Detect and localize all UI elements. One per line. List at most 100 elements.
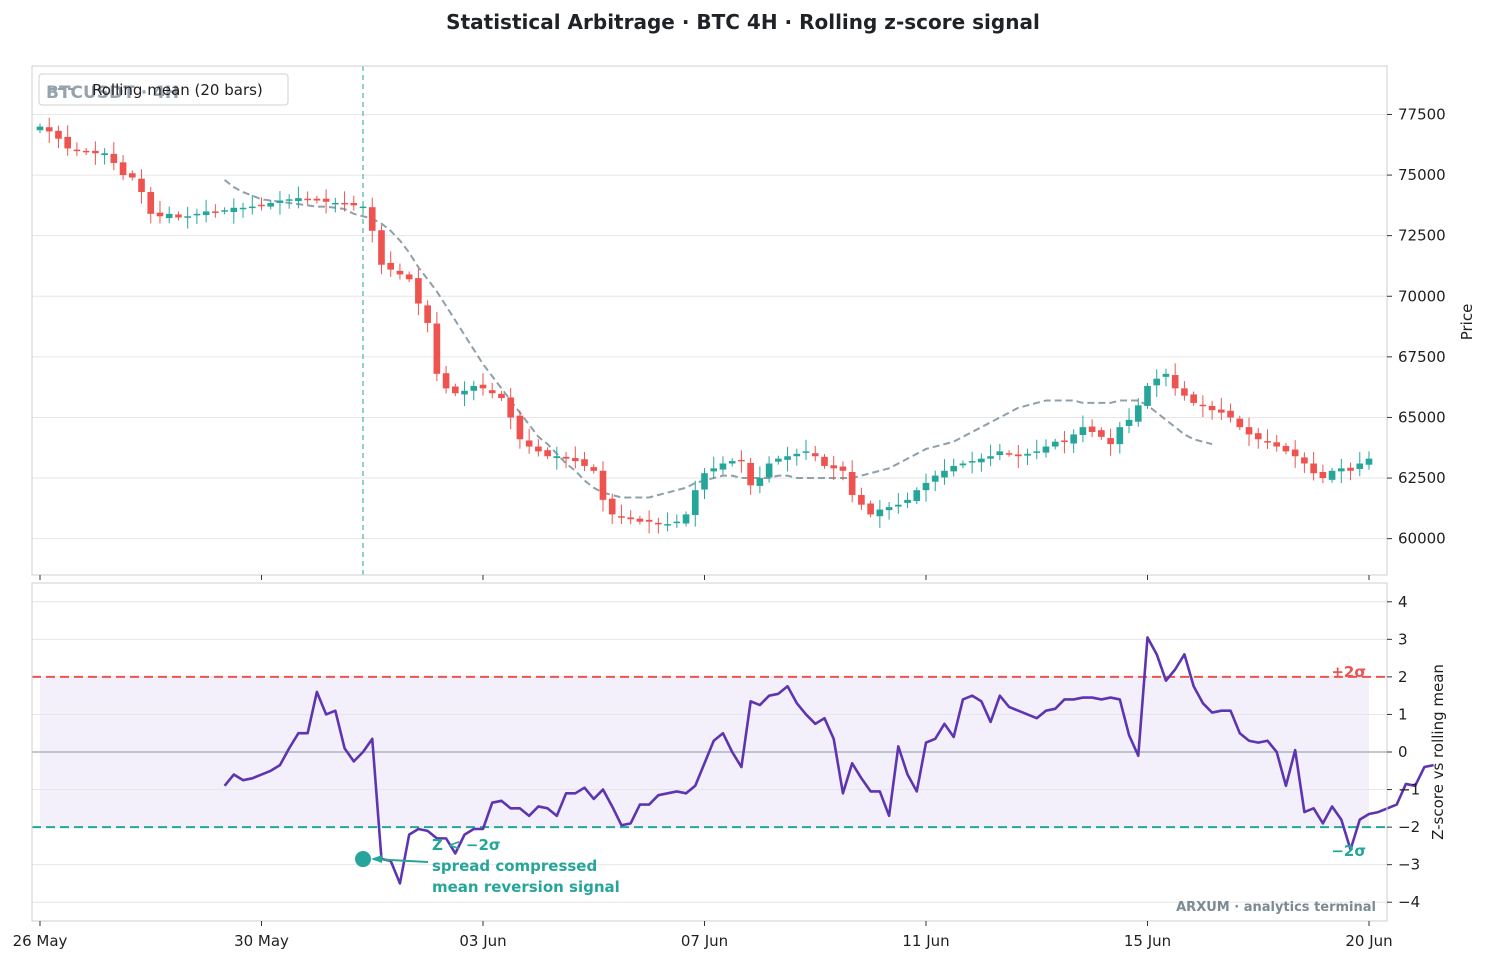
- candle-body: [747, 462, 754, 486]
- candle-body: [968, 461, 976, 463]
- candle-body: [1190, 394, 1197, 403]
- candle-body: [996, 451, 1004, 456]
- candle-body: [1227, 410, 1234, 418]
- candle-body: [1171, 375, 1179, 389]
- candle-body: [1245, 427, 1253, 435]
- signal-marker: [355, 851, 372, 868]
- candle-body: [1301, 457, 1308, 464]
- zscore-panel: Z < −2σ spread compressed mean reversion…: [31, 582, 1447, 922]
- chart-title: Statistical Arbitrage · BTC 4H · Rolling…: [446, 10, 1040, 34]
- price-y-ticks: 60000 62500 65000 67500 70000 72500 75000 77500: [1387, 105, 1446, 548]
- zscore-tick-label: −2: [1398, 818, 1420, 836]
- candle-body: [212, 211, 219, 213]
- candle-body: [673, 521, 681, 524]
- candle-body: [1319, 471, 1327, 479]
- price-y-axis-label: Price: [1458, 304, 1476, 341]
- candle-body: [959, 463, 967, 466]
- candle-body: [1162, 373, 1170, 377]
- candle-body: [165, 213, 173, 219]
- candle-body: [368, 207, 376, 231]
- candle-body: [1236, 418, 1244, 428]
- candle-body: [285, 199, 293, 201]
- candle-body: [378, 230, 385, 265]
- candle-body: [451, 386, 459, 394]
- zscore-line: [223, 636, 1434, 885]
- candle-body: [276, 200, 284, 203]
- candle-body: [36, 126, 44, 131]
- candle-body: [978, 458, 985, 463]
- candle-body: [479, 384, 487, 389]
- candle-body: [1356, 463, 1364, 469]
- candle-body: [221, 210, 228, 212]
- candle-body: [950, 465, 958, 472]
- candle-body: [1347, 467, 1354, 471]
- annotation-line-1: Z < −2σ: [432, 836, 501, 854]
- price-tick-label: 60000: [1398, 530, 1446, 548]
- price-tick-label: 67500: [1398, 348, 1446, 366]
- candle-body: [1134, 405, 1142, 422]
- candle-body: [239, 207, 247, 210]
- candle-body: [138, 178, 145, 193]
- legend-box: [38, 73, 289, 106]
- candle-body: [202, 211, 210, 216]
- price-tick-label: 72500: [1398, 227, 1446, 245]
- candle-body: [719, 463, 727, 470]
- candle-body: [765, 463, 773, 478]
- candle-body: [507, 397, 515, 418]
- watermark: BTCUSDT · 4H: [46, 83, 179, 103]
- candle-body: [1337, 468, 1345, 472]
- candle-body: [405, 274, 413, 280]
- candle-body: [424, 305, 431, 323]
- candle-body: [156, 212, 164, 217]
- candle-body: [627, 517, 634, 520]
- candle-body: [45, 127, 53, 132]
- candle-body: [581, 459, 588, 466]
- candle-body: [636, 518, 644, 522]
- candle-body: [858, 495, 865, 505]
- zscore-tick-label: 1: [1398, 705, 1408, 723]
- candle-body: [1125, 419, 1133, 426]
- candle-body: [867, 503, 874, 515]
- candle-body: [987, 456, 994, 459]
- candle-body: [184, 216, 191, 218]
- candle-body: [1088, 426, 1096, 432]
- candle-body: [931, 475, 939, 482]
- candle-body: [470, 385, 478, 391]
- candle-body: [525, 440, 533, 447]
- candle-body: [1033, 451, 1041, 453]
- candle-body: [821, 456, 828, 466]
- candle-body: [230, 207, 238, 213]
- price-tick-label: 75000: [1398, 166, 1446, 184]
- candle-body: [258, 204, 265, 207]
- candle-body: [664, 524, 671, 526]
- candle-body: [387, 262, 395, 270]
- candle-body: [1328, 470, 1336, 480]
- price-gridlines: [32, 113, 1387, 540]
- zscore-tick-label: −4: [1398, 893, 1420, 911]
- candle-body: [618, 516, 625, 518]
- candle-body: [295, 198, 302, 202]
- rolling-mean-path: [223, 179, 1213, 499]
- rolling-mean-line: [223, 179, 1213, 499]
- price-panel-frame: [31, 65, 1388, 576]
- candle-body: [599, 470, 607, 500]
- candle-body: [544, 450, 551, 457]
- candle-body: [341, 202, 348, 205]
- annotation-line-3: mean reversion signal: [432, 878, 620, 896]
- candle-body: [922, 482, 930, 491]
- candle-body: [1218, 409, 1225, 413]
- candle-body: [1042, 446, 1050, 453]
- legend: BTCUSDT · 4H Rolling mean (20 bars): [38, 73, 289, 106]
- candle-body: [839, 466, 847, 471]
- x-tick-label: 20 Jun: [1345, 932, 1392, 950]
- candle-body: [811, 453, 819, 457]
- zscore-tick-label: 4: [1398, 593, 1408, 611]
- candle-body: [1273, 442, 1281, 447]
- candle-body: [691, 490, 699, 516]
- candle-body: [535, 446, 542, 452]
- candle-body: [894, 504, 902, 507]
- price-tick-label: 62500: [1398, 469, 1446, 487]
- candle-body: [92, 150, 99, 154]
- candle-body: [350, 202, 358, 206]
